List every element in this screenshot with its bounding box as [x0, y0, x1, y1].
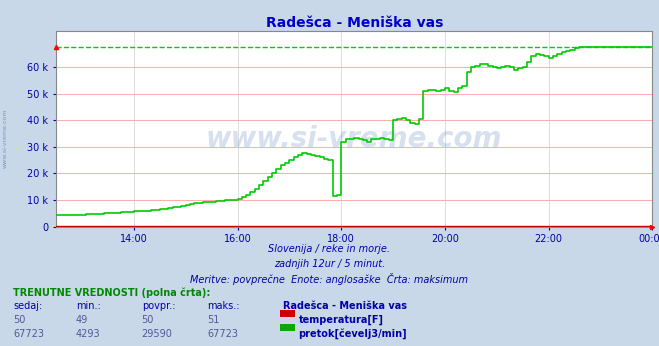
- Text: 51: 51: [208, 315, 220, 325]
- Text: Meritve: povprečne  Enote: anglosaške  Črta: maksimum: Meritve: povprečne Enote: anglosaške Črt…: [190, 273, 469, 285]
- Text: 50: 50: [13, 315, 26, 325]
- Text: 67723: 67723: [13, 329, 44, 339]
- Text: maks.:: maks.:: [208, 301, 240, 311]
- Text: www.si-vreme.com: www.si-vreme.com: [3, 109, 8, 168]
- Text: povpr.:: povpr.:: [142, 301, 175, 311]
- Text: TRENUTNE VREDNOSTI (polna črta):: TRENUTNE VREDNOSTI (polna črta):: [13, 287, 211, 298]
- Text: 67723: 67723: [208, 329, 239, 339]
- Text: temperatura[F]: temperatura[F]: [299, 315, 384, 325]
- Text: min.:: min.:: [76, 301, 101, 311]
- Text: 29590: 29590: [142, 329, 173, 339]
- Title: Radešca - Meniška vas: Radešca - Meniška vas: [266, 16, 443, 30]
- Text: 4293: 4293: [76, 329, 100, 339]
- Text: www.si-vreme.com: www.si-vreme.com: [206, 125, 502, 153]
- Text: Slovenija / reke in morje.: Slovenija / reke in morje.: [268, 244, 391, 254]
- Text: Radešca - Meniška vas: Radešca - Meniška vas: [283, 301, 407, 311]
- Text: sedaj:: sedaj:: [13, 301, 42, 311]
- Text: 50: 50: [142, 315, 154, 325]
- Text: pretok[čevelj3/min]: pretok[čevelj3/min]: [299, 329, 407, 339]
- Text: 49: 49: [76, 315, 88, 325]
- Text: zadnjih 12ur / 5 minut.: zadnjih 12ur / 5 minut.: [274, 259, 385, 269]
